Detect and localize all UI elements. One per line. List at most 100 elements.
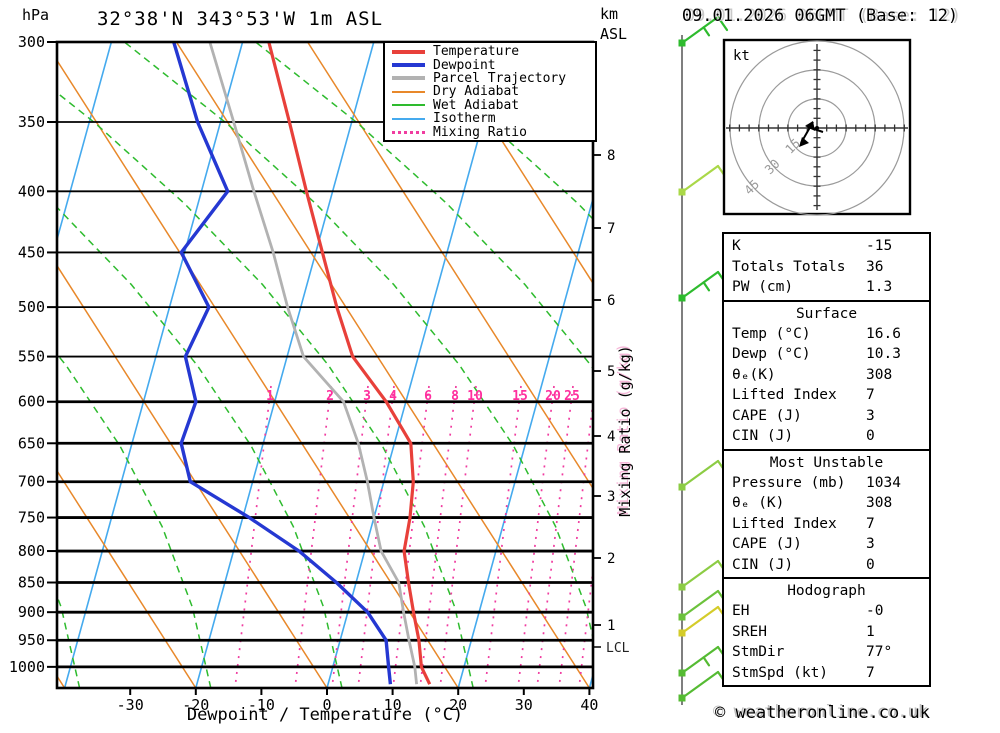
altitude-axis-unit-km: km xyxy=(600,5,619,23)
table-row-value: 36 xyxy=(866,258,884,275)
table-section-surface: Surface Temp (°C) 16.6 Dewp (°C) 10.3 θₑ(K) 30… xyxy=(722,299,931,451)
table-row: CAPE (J) 3 xyxy=(724,406,929,427)
table-row-value: 77° xyxy=(866,644,893,660)
dry-adiabat-line xyxy=(438,42,593,285)
table-row-value: 0 xyxy=(866,428,875,444)
mixing-ratio-axis-label: Mixing Ratio (g/kg) xyxy=(616,345,634,517)
dry-adiabat-line xyxy=(306,42,593,490)
temperature-tick-label: 40 xyxy=(580,696,598,714)
legend-swatch xyxy=(392,117,425,120)
legend-swatch xyxy=(392,130,425,134)
legend-item-wet-adiabat: Wet Adiabat xyxy=(385,99,595,112)
wind-barb xyxy=(680,15,729,45)
table-row: θₑ(K) 308 xyxy=(724,365,929,386)
table-row-label: CAPE (J) xyxy=(732,407,802,424)
isotherm-line xyxy=(326,42,506,688)
table-row: θₑ (K) 308 xyxy=(724,493,929,514)
altitude-tick-label: 2 xyxy=(607,551,615,567)
isotherm-line xyxy=(63,42,244,688)
legend-swatch xyxy=(392,90,425,93)
table-row-value: 3 xyxy=(866,536,875,552)
hodograph-unit-label: kt xyxy=(733,48,750,64)
table-row-value: 1034 xyxy=(866,474,901,491)
wind-barb-shaft xyxy=(680,589,720,619)
parcel-trajectory-curve xyxy=(208,42,418,685)
mixing-ratio-line xyxy=(439,385,477,688)
table-row: K -15 xyxy=(724,236,929,257)
pressure-tick-label: 700 xyxy=(18,473,45,491)
lcl-label: LCL xyxy=(606,641,630,656)
table-row-value: 1 xyxy=(866,623,875,640)
table-row-value: -15 xyxy=(866,238,893,254)
altitude-tick-label: 3 xyxy=(607,489,615,505)
table-row-label: CIN (J) xyxy=(732,556,794,573)
hodograph-origin-dot xyxy=(815,126,819,130)
table-row-label: CIN (J) xyxy=(732,428,794,444)
table-row-label: θₑ (K) xyxy=(732,495,785,511)
table-row-label: K xyxy=(732,238,741,254)
mixing-ratio-line xyxy=(517,385,555,688)
table-row: CAPE (J) 3 xyxy=(724,534,929,555)
table-row: StmDir 77° xyxy=(724,642,929,663)
wet-adiabat-line xyxy=(255,42,593,370)
table-row-value: 16.6 xyxy=(866,325,901,342)
pressure-tick-label: 500 xyxy=(18,298,45,316)
wind-barb xyxy=(680,270,729,300)
altitude-tick-label: 1 xyxy=(607,618,615,634)
mixing-ratio-value-label: 10 xyxy=(467,389,483,404)
dry-adiabat-line xyxy=(175,42,591,688)
temperature-tick-label: 20 xyxy=(449,696,467,714)
temperature-tick-label: 30 xyxy=(515,696,533,714)
mixing-ratio-value-label: 25 xyxy=(564,389,580,404)
mixing-ratio-line xyxy=(484,385,522,688)
legend-swatch xyxy=(392,49,425,54)
mixing-ratio-line xyxy=(536,385,574,688)
table-row-label: Lifted Index xyxy=(732,515,837,532)
legend-label: Isotherm xyxy=(433,111,496,127)
table-section-most-unstable: Most Unstable Pressure (mb) 1034 θₑ (K) 308 L… xyxy=(722,448,931,579)
isotherm-line xyxy=(57,42,113,243)
wind-barb-half-flag xyxy=(702,26,711,37)
table-row-label: CAPE (J) xyxy=(732,536,802,552)
table-row-value: 7 xyxy=(866,387,875,403)
wind-barb-half-flag xyxy=(702,281,711,292)
table-row-label: Pressure (mb) xyxy=(732,474,846,491)
mixing-ratio-line xyxy=(419,385,457,688)
altitude-tick-label: 7 xyxy=(607,221,615,237)
altitude-tick-label: 8 xyxy=(607,148,615,164)
wind-barb xyxy=(680,670,729,700)
legend-item-parcel-trajectory: Parcel Trajectory xyxy=(385,72,595,85)
altitude-tick-label: 6 xyxy=(607,293,615,309)
wind-barb-shaft xyxy=(680,670,720,700)
sounding-indices-panel: K -15 Totals Totals 36 PW (cm) 1.3 Surface Temp… xyxy=(722,232,931,687)
pressure-tick-label: 800 xyxy=(18,542,45,560)
wind-barb-shaft xyxy=(680,605,720,635)
temperature-tick-label: -20 xyxy=(182,696,209,714)
wind-barb xyxy=(680,164,729,194)
table-row: EH -0 xyxy=(724,601,929,622)
mixing-ratio-value-label: 8 xyxy=(451,389,459,404)
temperature-tick-label: 10 xyxy=(384,696,402,714)
model-run-date: 09.01.2026 06GMT (Base: 12) xyxy=(681,6,959,26)
table-row: Pressure (mb) 1034 xyxy=(724,473,929,494)
hodograph-trace-arrowhead xyxy=(799,137,809,147)
isotherm-line xyxy=(195,42,375,688)
pressure-tick-label: 600 xyxy=(18,393,45,411)
pressure-tick-label: 450 xyxy=(18,243,45,261)
wind-barb-shaft xyxy=(680,559,720,589)
mixing-ratio-line xyxy=(331,385,369,688)
wet-adiabat-line xyxy=(57,91,474,688)
temperature-tick-label: -10 xyxy=(248,696,275,714)
table-row-value: 1.3 xyxy=(866,279,893,295)
wind-barb-half-flag xyxy=(702,656,711,667)
pressure-axis-unit: hPa xyxy=(22,6,50,24)
altitude-tick-label: 4 xyxy=(607,429,615,445)
legend-item-dewpoint: Dewpoint xyxy=(385,57,595,73)
table-row: Temp (°C) 16.6 xyxy=(724,324,929,345)
legend-label: Temperature xyxy=(433,44,520,60)
table-row-label: Lifted Index xyxy=(732,387,837,403)
legend-label: Dewpoint xyxy=(433,57,496,73)
table-row: Totals Totals 36 xyxy=(724,257,929,278)
